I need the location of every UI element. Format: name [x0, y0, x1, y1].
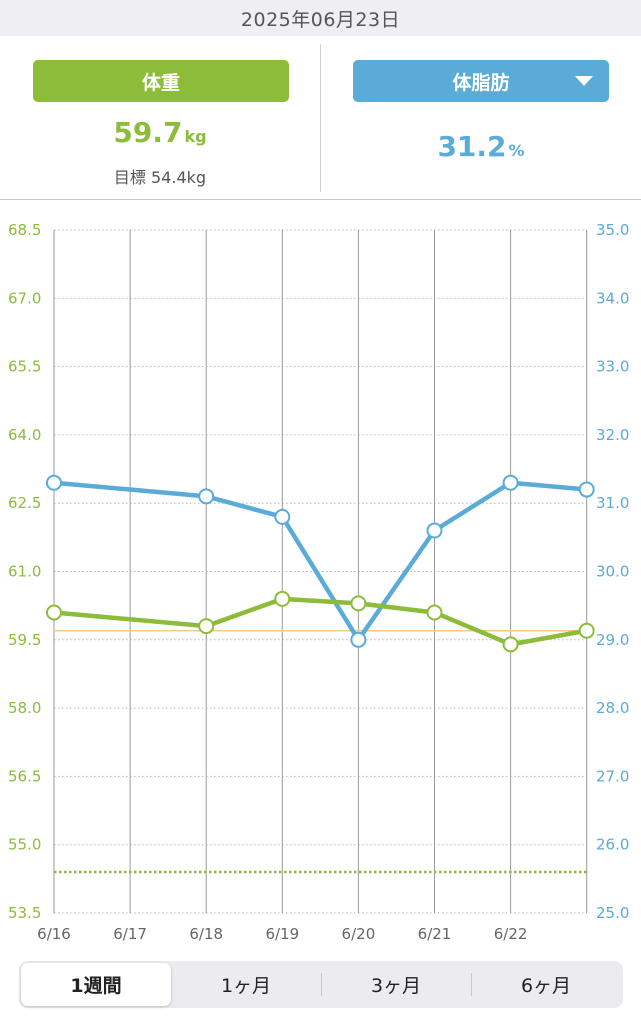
triangle-down-icon	[575, 76, 593, 86]
body-fat-data-point	[46, 474, 62, 491]
right-axis-tick-label: 27.0	[596, 767, 629, 785]
left-axis-tick-label: 65.5	[8, 358, 41, 376]
body-fat-data-point	[426, 522, 443, 539]
right-axis-tick-label: 28.0	[596, 699, 629, 717]
tab-label: 1ヶ月	[220, 975, 272, 997]
goal-value: 54.4kg	[151, 168, 207, 187]
x-axis-tick-label: 6/19	[265, 925, 299, 943]
left-axis-tick-label: 55.0	[8, 836, 41, 854]
right-axis-tick-label: 35.0	[596, 221, 629, 239]
left-axis-tick-label: 53.5	[8, 904, 41, 922]
tab-3-months[interactable]: 3ヶ月	[321, 963, 471, 1006]
weight-label: 体重	[141, 71, 180, 94]
goal-text: 目標 54.4kg	[0, 164, 320, 188]
date-label: 2025年06月23日	[240, 8, 401, 31]
body-fat-data-point	[198, 488, 215, 505]
date-header: 2025年06月23日	[0, 0, 641, 36]
weight-data-point	[46, 604, 62, 621]
body-fat-value: 31.2%	[321, 130, 641, 163]
right-axis-tick-label: 34.0	[596, 289, 629, 307]
right-axis-tick-label: 31.0	[596, 494, 629, 512]
tab-label: 6ヶ月	[520, 975, 572, 997]
weight-number: 59.7	[113, 116, 183, 149]
right-axis-tick-label: 25.0	[596, 904, 629, 922]
weight-data-point	[198, 618, 215, 635]
left-axis-tick-label: 64.0	[8, 426, 41, 444]
summary-panel: 体重 59.7 kg 目標 54.4kg 体脂肪 31.2%	[0, 36, 641, 201]
weight-panel: 体重 59.7 kg 目標 54.4kg	[0, 36, 320, 201]
left-axis-tick-label: 62.5	[8, 494, 41, 512]
body-fat-unit: %	[508, 141, 525, 160]
tab-label: 1週間	[70, 975, 122, 997]
weight-data-point	[350, 595, 367, 612]
body-fat-dropdown[interactable]: 体脂肪	[353, 60, 609, 102]
x-axis-tick-label: 6/21	[418, 925, 452, 943]
left-axis-tick-label: 59.5	[8, 631, 41, 649]
left-axis-tick-label: 56.5	[8, 767, 41, 785]
left-axis-tick-label: 61.0	[8, 563, 41, 581]
panel-divider	[320, 44, 321, 192]
x-axis-tick-label: 6/17	[113, 925, 147, 943]
x-axis-tick-label: 6/22	[494, 925, 528, 943]
x-axis-tick-label: 6/16	[37, 925, 71, 943]
weight-data-point	[426, 604, 443, 621]
left-axis-tick-label: 67.0	[8, 289, 41, 307]
left-axis-tick-label: 68.5	[8, 221, 41, 239]
body-fat-data-point	[274, 508, 291, 525]
body-fat-data-point	[502, 474, 519, 491]
tab-6-months[interactable]: 6ヶ月	[471, 963, 621, 1006]
goal-label: 目標	[113, 168, 146, 187]
right-axis-tick-label: 32.0	[596, 426, 629, 444]
right-axis-tick-label: 26.0	[596, 836, 629, 854]
weight-data-point	[274, 590, 291, 607]
x-axis-tick-label: 6/18	[189, 925, 223, 943]
body-fat-panel: 体脂肪 31.2%	[321, 36, 641, 201]
right-axis-tick-label: 30.0	[596, 563, 629, 581]
right-axis-tick-label: 33.0	[596, 358, 629, 376]
tab-1-month[interactable]: 1ヶ月	[171, 963, 321, 1006]
body-fat-data-point	[578, 481, 595, 498]
body-fat-number: 31.2	[437, 130, 507, 163]
right-axis-tick-label: 29.0	[596, 631, 629, 649]
weight-bodyfat-chart: 53.5 55.0 56.5 58.0 59.5 61.0 62.5 64.0 65.5 67.0…	[8, 221, 629, 943]
weight-unit: kg	[184, 127, 207, 146]
body-fat-data-point	[350, 631, 367, 648]
weight-value: 59.7 kg	[0, 116, 320, 149]
body-fat-label: 体脂肪	[452, 71, 510, 94]
tab-label: 3ヶ月	[370, 975, 422, 997]
x-axis-tick-label: 6/20	[342, 925, 376, 943]
period-tabs: 1週間 1ヶ月 3ヶ月 6ヶ月	[19, 961, 623, 1008]
weight-button[interactable]: 体重	[33, 60, 289, 102]
left-axis-tick-label: 58.0	[8, 699, 41, 717]
weight-data-point	[578, 622, 595, 639]
body-fat-series-line	[51, 480, 589, 643]
summary-divider	[0, 199, 641, 200]
tab-1-week[interactable]: 1週間	[21, 963, 171, 1006]
weight-data-point	[502, 636, 519, 653]
